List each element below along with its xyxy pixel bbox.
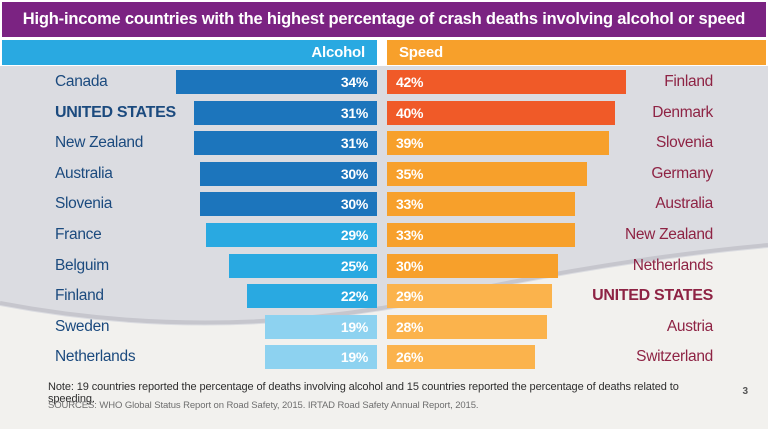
speed-bar: 35% (387, 161, 587, 186)
bar-chart-rows: Canada 34% 42% Finland UNITED STATES 31% 40% De… (0, 67, 768, 373)
alcohol-country-label: Finland (55, 287, 104, 305)
speed-country-label: Denmark (652, 103, 713, 121)
alcohol-value-label: 19% (340, 349, 368, 366)
alcohol-country-label: Canada (55, 73, 108, 90)
speed-bar: 42% (387, 70, 626, 94)
alcohol-country-label: Slovenia (55, 195, 113, 213)
speed-country-label: Netherlands (632, 256, 714, 274)
table-row: Finland 22% 29% UNITED STATES (0, 281, 768, 312)
speed-value-label: 42% (396, 74, 424, 90)
alcohol-country-label: France (55, 226, 102, 243)
alcohol-bar: 30% (200, 192, 377, 217)
speed-value-label: 40% (396, 104, 424, 121)
speed-bar: 30% (387, 253, 558, 278)
speed-country-label: New Zealand (624, 226, 713, 243)
alcohol-bar: 29% (206, 223, 377, 247)
alcohol-bar: 31% (194, 131, 377, 156)
alcohol-value-label: 34% (340, 74, 368, 90)
speed-country-label: Slovenia (655, 134, 713, 152)
alcohol-bar: 30% (200, 161, 377, 186)
speed-bar: 26% (387, 345, 535, 370)
alcohol-bar: 22% (247, 284, 377, 309)
alcohol-bar: 19% (265, 345, 377, 370)
speed-value-label: 39% (396, 135, 424, 152)
speed-value-label: 30% (396, 257, 424, 274)
alcohol-country-label: Netherlands (55, 348, 136, 366)
alcohol-value-label: 29% (340, 227, 368, 243)
alcohol-country-label: New Zealand (55, 134, 144, 152)
alcohol-bar: 25% (229, 253, 377, 278)
speed-bar: 29% (387, 284, 552, 309)
speed-bar: 33% (387, 192, 575, 217)
speed-value-label: 33% (396, 227, 424, 243)
alcohol-country-label: Australia (55, 164, 113, 182)
alcohol-value-label: 31% (340, 104, 368, 121)
speed-value-label: 26% (396, 349, 424, 366)
table-row: Canada 34% 42% Finland (0, 67, 768, 98)
alcohol-value-label: 25% (340, 257, 368, 274)
speed-country-label: UNITED STATES (592, 287, 713, 305)
alcohol-value-label: 22% (340, 288, 368, 305)
table-row: UNITED STATES 31% 40% Denmark (0, 98, 768, 129)
speed-value-label: 29% (396, 288, 424, 305)
alcohol-country-label: Belguim (55, 256, 109, 274)
speed-bar: 33% (387, 223, 575, 247)
speed-value-label: 33% (396, 196, 424, 213)
alcohol-country-label: UNITED STATES (55, 103, 176, 121)
page-title: High-income countries with the highest p… (2, 2, 766, 37)
alcohol-bar: 31% (194, 100, 377, 125)
alcohol-value-label: 19% (340, 318, 368, 335)
alcohol-bar: 19% (265, 314, 377, 339)
speed-value-label: 28% (396, 318, 424, 335)
footnote: Note: 19 countries reported the percenta… (48, 381, 679, 405)
speed-country-label: Australia (655, 195, 713, 213)
table-row: Belguim 25% 30% Netherlands (0, 251, 768, 282)
alcohol-value-label: 30% (340, 196, 368, 213)
speed-value-label: 35% (396, 165, 424, 182)
speed-bar: 40% (387, 100, 615, 125)
speed-bar: 39% (387, 131, 609, 156)
alcohol-bar: 34% (176, 70, 377, 94)
table-row: Netherlands 19% 26% Switzerland (0, 342, 768, 373)
column-header-speed: Speed (387, 40, 766, 65)
page-number: 3 (742, 386, 748, 397)
table-row: Australia 30% 35% Germany (0, 159, 768, 190)
sources-line: SOURCES: WHO Global Status Report on Roa… (48, 400, 479, 411)
speed-country-label: Germany (651, 164, 713, 182)
speed-country-label: Austria (666, 317, 713, 335)
table-row: France 29% 33% New Zealand (0, 220, 768, 251)
table-row: Slovenia 30% 33% Australia (0, 189, 768, 220)
column-header-alcohol: Alcohol (2, 40, 377, 65)
speed-country-label: Switzerland (636, 348, 713, 366)
alcohol-country-label: Sweden (55, 317, 110, 335)
table-row: New Zealand 31% 39% Slovenia (0, 128, 768, 159)
speed-country-label: Finland (664, 73, 713, 90)
alcohol-value-label: 30% (340, 165, 368, 182)
speed-bar: 28% (387, 314, 547, 339)
alcohol-value-label: 31% (340, 135, 368, 152)
white-swoosh-panel (0, 248, 768, 429)
table-row: Sweden 19% 28% Austria (0, 312, 768, 343)
